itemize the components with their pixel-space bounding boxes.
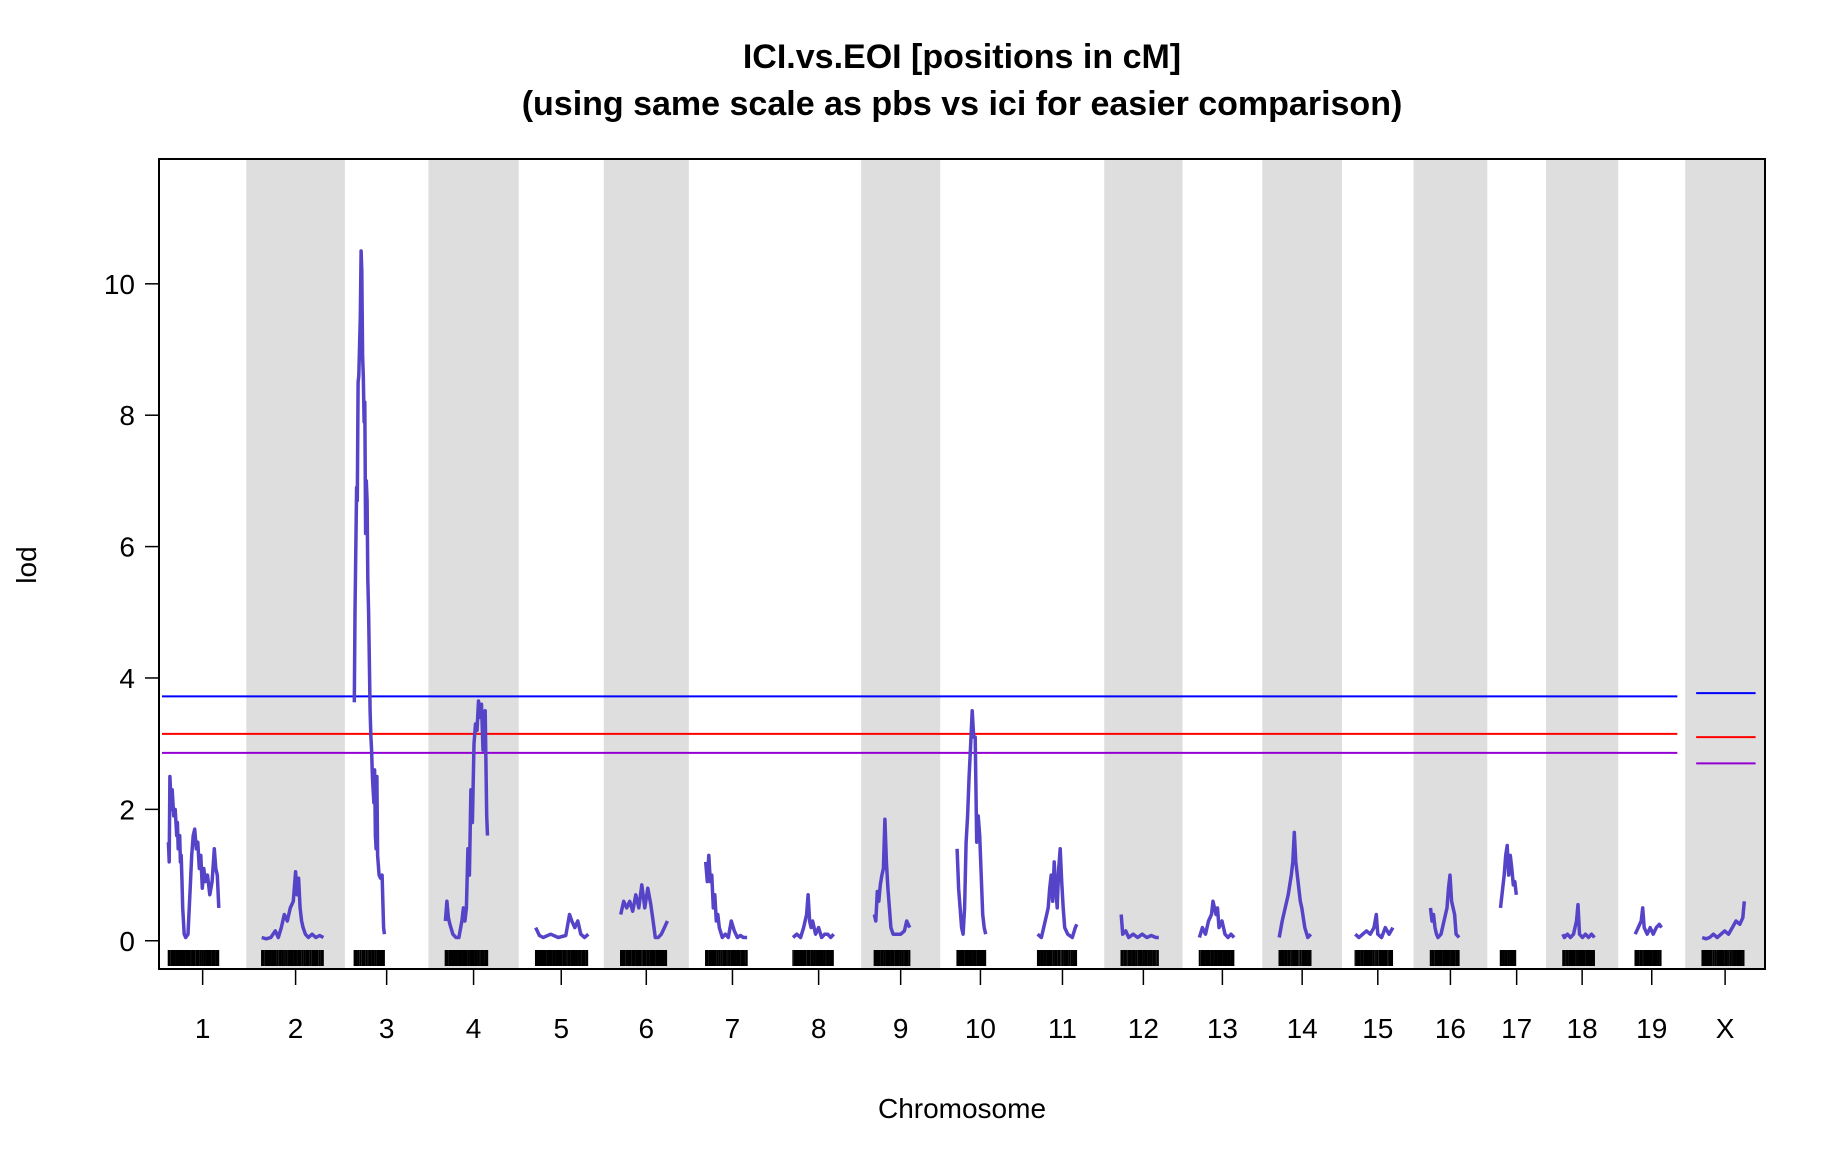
x-tick-label-chr-2: 2: [288, 1013, 304, 1044]
lod-series-chr-5: [534, 912, 590, 940]
x-axis-label: Chromosome: [878, 1093, 1046, 1124]
y-axis-label: lod: [11, 546, 42, 583]
x-tick-label-chr-9: 9: [893, 1013, 909, 1044]
lod-series-chr-9: [872, 817, 912, 936]
lod-series-chr-3: [352, 249, 387, 935]
chromosome-band-18: [1546, 159, 1619, 969]
marker-rug: [167, 950, 1745, 966]
lod-series-chr-18: [1561, 902, 1596, 940]
lod-series-chr-4: [443, 699, 490, 940]
chromosome-band-14: [1262, 159, 1343, 969]
lod-series-chr-6: [618, 883, 669, 940]
y-tick-label-2: 2: [119, 794, 135, 825]
chart-subtitle: (using same scale as pbs vs ici for easi…: [522, 85, 1403, 123]
x-tick-label-chr-19: 19: [1636, 1013, 1667, 1044]
chromosome-band-2: [246, 159, 345, 969]
lod-series-chr-X: [1701, 901, 1747, 941]
x-tick-label-chr-8: 8: [811, 1013, 827, 1044]
chromosome-band-16: [1413, 159, 1488, 969]
x-tick-label-chr-4: 4: [466, 1013, 482, 1044]
x-tick-label-chr-12: 12: [1128, 1013, 1159, 1044]
lod-series-chr-17: [1498, 843, 1519, 909]
x-tick-label-chr-7: 7: [725, 1013, 741, 1044]
x-tick-label-chr-10: 10: [965, 1013, 996, 1044]
x-tick-label-chr-14: 14: [1287, 1013, 1318, 1044]
x-tick-label-chr-5: 5: [553, 1013, 569, 1044]
chart-title: ICI.vs.EOI [positions in cM]: [743, 38, 1181, 76]
x-tick-label-chr-6: 6: [639, 1013, 655, 1044]
y-tick-label-6: 6: [119, 532, 135, 563]
y-tick-label-10: 10: [104, 269, 135, 300]
chromosome-bands: [246, 159, 1765, 969]
threshold-lines: [162, 692, 1756, 765]
x-tick-label-chr-1: 1: [195, 1013, 211, 1044]
lod-series-chr-16: [1428, 873, 1461, 940]
chromosome-band-6: [603, 159, 689, 969]
x-tick-label-chr-13: 13: [1207, 1013, 1238, 1044]
lod-series-chr-15: [1354, 912, 1395, 940]
lod-series-chr-1: [166, 774, 221, 940]
x-tick-label-chr-3: 3: [379, 1013, 395, 1044]
chromosome-band-4: [428, 159, 519, 969]
y-axis: 0 2 4 6 8 10: [104, 269, 160, 957]
chromosome-band-12: [1104, 159, 1183, 969]
lod-profiles: [166, 249, 1747, 941]
x-tick-label-chr-18: 18: [1567, 1013, 1598, 1044]
lod-series-chr-12: [1119, 914, 1159, 940]
y-tick-label-0: 0: [119, 926, 135, 957]
lod-series-chr-19: [1633, 906, 1663, 936]
x-tick-label-chr-X: X: [1716, 1013, 1735, 1044]
x-tick-label-chr-11: 11: [1048, 1013, 1077, 1044]
chromosome-band-9: [861, 159, 941, 969]
lod-series-chr-13: [1197, 899, 1236, 940]
x-tick-label-chr-16: 16: [1435, 1013, 1466, 1044]
lod-series-chr-11: [1036, 847, 1079, 940]
x-axis: 1 2 3 4 5 6 7 8 9 10 11 12 13 14 15 16 17 18 19 X: [195, 969, 1735, 1044]
lod-series-chr-10: [955, 709, 988, 936]
chromosome-band-X: [1685, 159, 1765, 969]
y-tick-label-4: 4: [119, 663, 135, 694]
lod-series-chr-7: [703, 853, 748, 940]
lod-series-chr-8: [791, 893, 835, 940]
x-tick-label-chr-17: 17: [1501, 1013, 1532, 1044]
lod-series-chr-2: [261, 870, 325, 941]
y-tick-label-8: 8: [119, 400, 135, 431]
x-tick-label-chr-15: 15: [1362, 1013, 1393, 1044]
plot-frame: [158, 158, 1766, 970]
lod-series-chr-14: [1277, 830, 1313, 940]
